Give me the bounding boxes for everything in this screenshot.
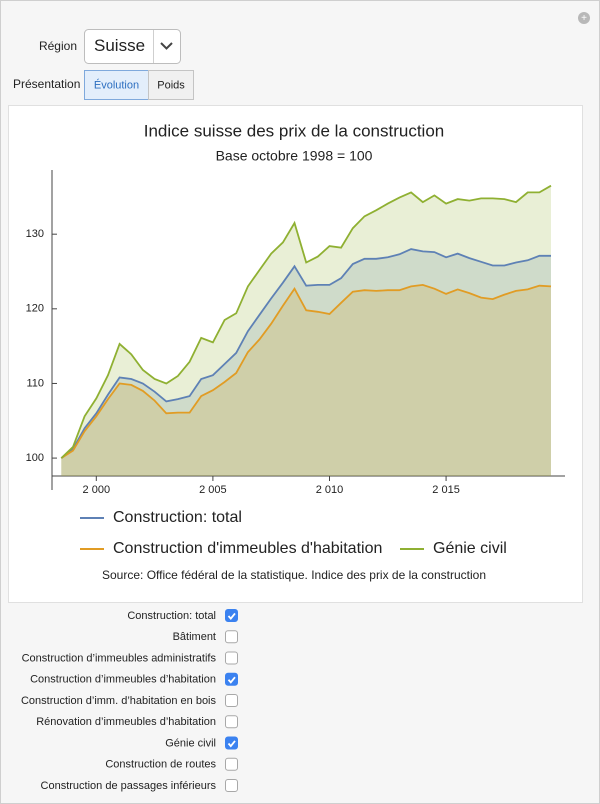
series-option-label: Bâtiment — [173, 631, 216, 643]
presentation-button[interactable] — [148, 70, 194, 100]
series-checkbox[interactable] — [225, 757, 238, 771]
series-area — [61, 185, 552, 476]
chart-caption: Source: Office fédéral de la statistique… — [102, 568, 486, 582]
checkmark[interactable] — [227, 740, 236, 748]
series-option-label: Construction d’imm. d’habitation en bois — [21, 695, 217, 707]
series-option-label: Construction: total — [127, 610, 216, 622]
dropdown-value[interactable]: Suisse — [94, 36, 145, 55]
chart-title: Indice suisse des prix de la constructio… — [144, 121, 445, 140]
series-checkbox[interactable] — [225, 779, 238, 792]
series-option-label: Génie civil — [165, 737, 216, 749]
x-tick-label: 2 000 — [83, 484, 111, 496]
series-line — [60, 248, 551, 459]
series-checkbox[interactable] — [225, 672, 238, 686]
checkmark[interactable] — [227, 676, 236, 684]
series-option-label: Construction de routes — [105, 759, 216, 771]
options-icon[interactable] — [578, 12, 590, 24]
series-line — [60, 184, 552, 459]
region-dropdown[interactable]: Suisse — [84, 29, 181, 64]
series-checkbox[interactable] — [225, 715, 238, 729]
presentation-button[interactable] — [84, 70, 149, 100]
y-tick-label: 110 — [26, 377, 44, 389]
legend-label: Construction: total — [113, 509, 242, 526]
series-option-label: Rénovation d’immeubles d’habitation — [36, 716, 216, 728]
series-option-label: Construction de passages inférieurs — [41, 780, 217, 792]
series-area — [61, 284, 552, 476]
x-tick-label: 2 005 — [199, 484, 227, 496]
y-tick-label: 100 — [26, 452, 44, 464]
y-tick-label: 130 — [26, 228, 44, 240]
checkmark[interactable] — [227, 612, 236, 620]
presentation-button-label[interactable]: Évolution — [94, 78, 139, 91]
series-checkbox[interactable] — [225, 736, 238, 750]
series-checkbox[interactable] — [225, 694, 238, 707]
series-checkbox[interactable] — [225, 651, 238, 665]
chart-panel — [8, 105, 583, 603]
y-tick-label: 120 — [26, 303, 44, 315]
series-option-label: Construction d’immeubles administratifs — [22, 652, 217, 664]
series-checkbox[interactable] — [225, 630, 238, 644]
dropdown-box[interactable] — [84, 29, 181, 64]
presentation-button-label[interactable]: Poids — [157, 79, 185, 91]
presentation-label: Présentation — [13, 77, 80, 91]
region-label: Région — [39, 39, 77, 53]
x-tick-label: 2 015 — [432, 484, 460, 496]
series-checkbox[interactable] — [225, 609, 238, 622]
x-tick-label: 2 010 — [316, 484, 344, 496]
legend-label: Construction d'immeubles d'habitation — [113, 540, 382, 557]
series-option-label: Construction d’immeubles d’habitation — [30, 674, 216, 686]
series-area — [61, 249, 552, 476]
options-icon-plus[interactable]: + — [581, 13, 587, 24]
legend-label: Génie civil — [433, 540, 507, 557]
series-line — [60, 283, 552, 459]
dropdown-chevron[interactable] — [160, 42, 173, 50]
chart-subtitle: Base octobre 1998 = 100 — [216, 148, 373, 164]
